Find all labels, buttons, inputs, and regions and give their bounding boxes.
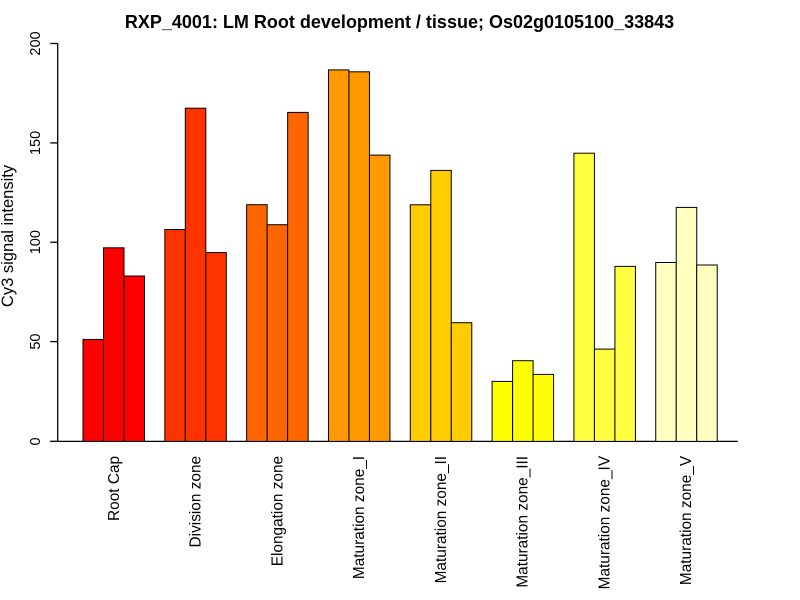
svg-text:Cy3 signal intensity: Cy3 signal intensity — [0, 164, 17, 307]
svg-text:Division zone: Division zone — [188, 456, 205, 548]
svg-text:Maturation zone_I: Maturation zone_I — [351, 456, 368, 579]
svg-text:200: 200 — [28, 31, 44, 55]
svg-text:0: 0 — [28, 437, 44, 445]
svg-text:Maturation zone_II: Maturation zone_II — [433, 456, 450, 583]
svg-text:50: 50 — [28, 334, 44, 350]
svg-text:Maturation zone_IV: Maturation zone_IV — [596, 455, 613, 589]
svg-text:Maturation zone_III: Maturation zone_III — [515, 456, 532, 588]
svg-text:Elongation zone: Elongation zone — [269, 456, 286, 566]
svg-text:RXP_4001: LM Root development: RXP_4001: LM Root development / tissue; … — [125, 12, 674, 32]
svg-text:Maturation zone_V: Maturation zone_V — [678, 455, 695, 585]
svg-text:150: 150 — [28, 131, 44, 155]
svg-text:Root Cap: Root Cap — [106, 456, 123, 521]
svg-text:100: 100 — [28, 230, 44, 254]
